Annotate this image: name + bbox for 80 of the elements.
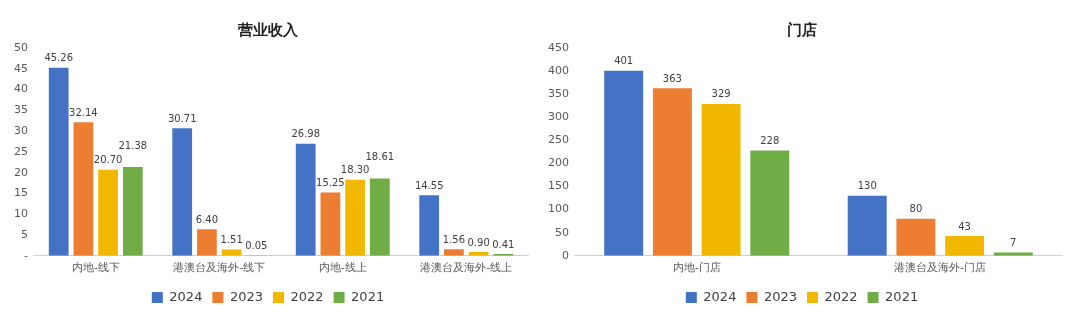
y-tick-label: 200 [548,156,569,170]
y-tick-label: 10 [14,207,28,221]
bar [122,166,143,256]
data-label: 30.71 [167,112,197,124]
x-tick-label: 港澳台及海外-门店 [894,261,987,275]
data-label: 1.56 [442,233,466,245]
y-tick-label: 400 [548,63,569,77]
data-label: 6.40 [195,213,219,225]
data-label: 20.70 [93,154,123,166]
bar [98,169,118,256]
legend-label: 2021 [885,288,919,304]
y-tick-label: 15 [14,186,28,200]
bar [444,249,464,256]
x-tick-label: 内地-线上 [318,261,367,275]
bar [896,218,936,256]
y-tick-label: 30 [14,123,28,137]
data-label: 228 [760,135,780,147]
bar [419,195,440,256]
data-label: 7 [1010,237,1017,249]
y-tick-label: - [24,248,29,262]
y-tick-label: 350 [548,87,569,101]
data-label: 15.25 [316,177,345,189]
legend-label: 2024 [703,288,737,304]
data-label: 401 [614,55,634,67]
data-label: 18.61 [365,151,395,163]
data-label: 26.98 [291,128,321,140]
bar [345,179,365,256]
legend-label: 2023 [229,288,264,304]
y-tick-label: 20 [14,165,28,179]
data-label: 21.38 [118,139,148,151]
data-label: 0.05 [245,240,268,252]
legend-label: 2021 [351,288,385,304]
data-label: 130 [857,180,877,192]
bar [652,88,692,256]
data-label: 0.90 [467,236,490,248]
x-tick-label: 港澳台及海外-线上 [420,261,513,275]
y-tick-label: 45 [14,61,28,75]
x-tick-label: 内地-线下 [71,261,120,275]
y-tick-label: 300 [548,110,569,124]
bar [369,178,390,256]
bar [73,122,94,256]
y-tick-label: 40 [14,82,28,96]
bar [295,143,316,256]
y-tick-label: 50 [555,225,569,239]
data-label: 363 [662,72,682,84]
data-label: 0.41 [492,238,515,250]
legend-label: 2023 [763,288,798,304]
y-tick-label: 25 [14,144,28,158]
y-tick-label: 35 [14,103,28,117]
bar [604,70,644,256]
bar [320,192,341,256]
y-tick-label: 0 [562,248,569,262]
data-label: 32.14 [69,106,98,118]
data-label: 329 [711,88,731,100]
bar [847,195,887,256]
data-label: 14.55 [414,179,444,191]
x-tick-label: 内地-门店 [672,261,721,275]
y-tick-label: 250 [548,133,569,147]
bar [945,235,985,256]
x-tick-label: 港澳台及海外-线下 [173,261,266,275]
bar [172,128,193,256]
bar [48,67,69,256]
y-tick-label: 5 [21,227,28,241]
bar [750,150,790,256]
y-tick-label: 150 [548,179,569,193]
data-label: 43 [958,220,971,232]
legend-label: 2024 [169,288,203,304]
y-tick-label: 100 [548,202,569,216]
data-label: 1.51 [220,234,243,246]
chart-title: 门店 [787,20,817,39]
data-label: 18.30 [340,164,370,176]
data-label: 80 [909,203,923,215]
y-tick-label: 50 [14,40,28,54]
bar [197,229,217,256]
legend-label: 2022 [824,288,858,304]
chart-title: 营业收入 [237,20,299,39]
data-label: 45.26 [44,52,74,64]
y-tick-label: 450 [548,40,569,54]
legend-label: 2022 [290,288,324,304]
bar [701,103,741,256]
